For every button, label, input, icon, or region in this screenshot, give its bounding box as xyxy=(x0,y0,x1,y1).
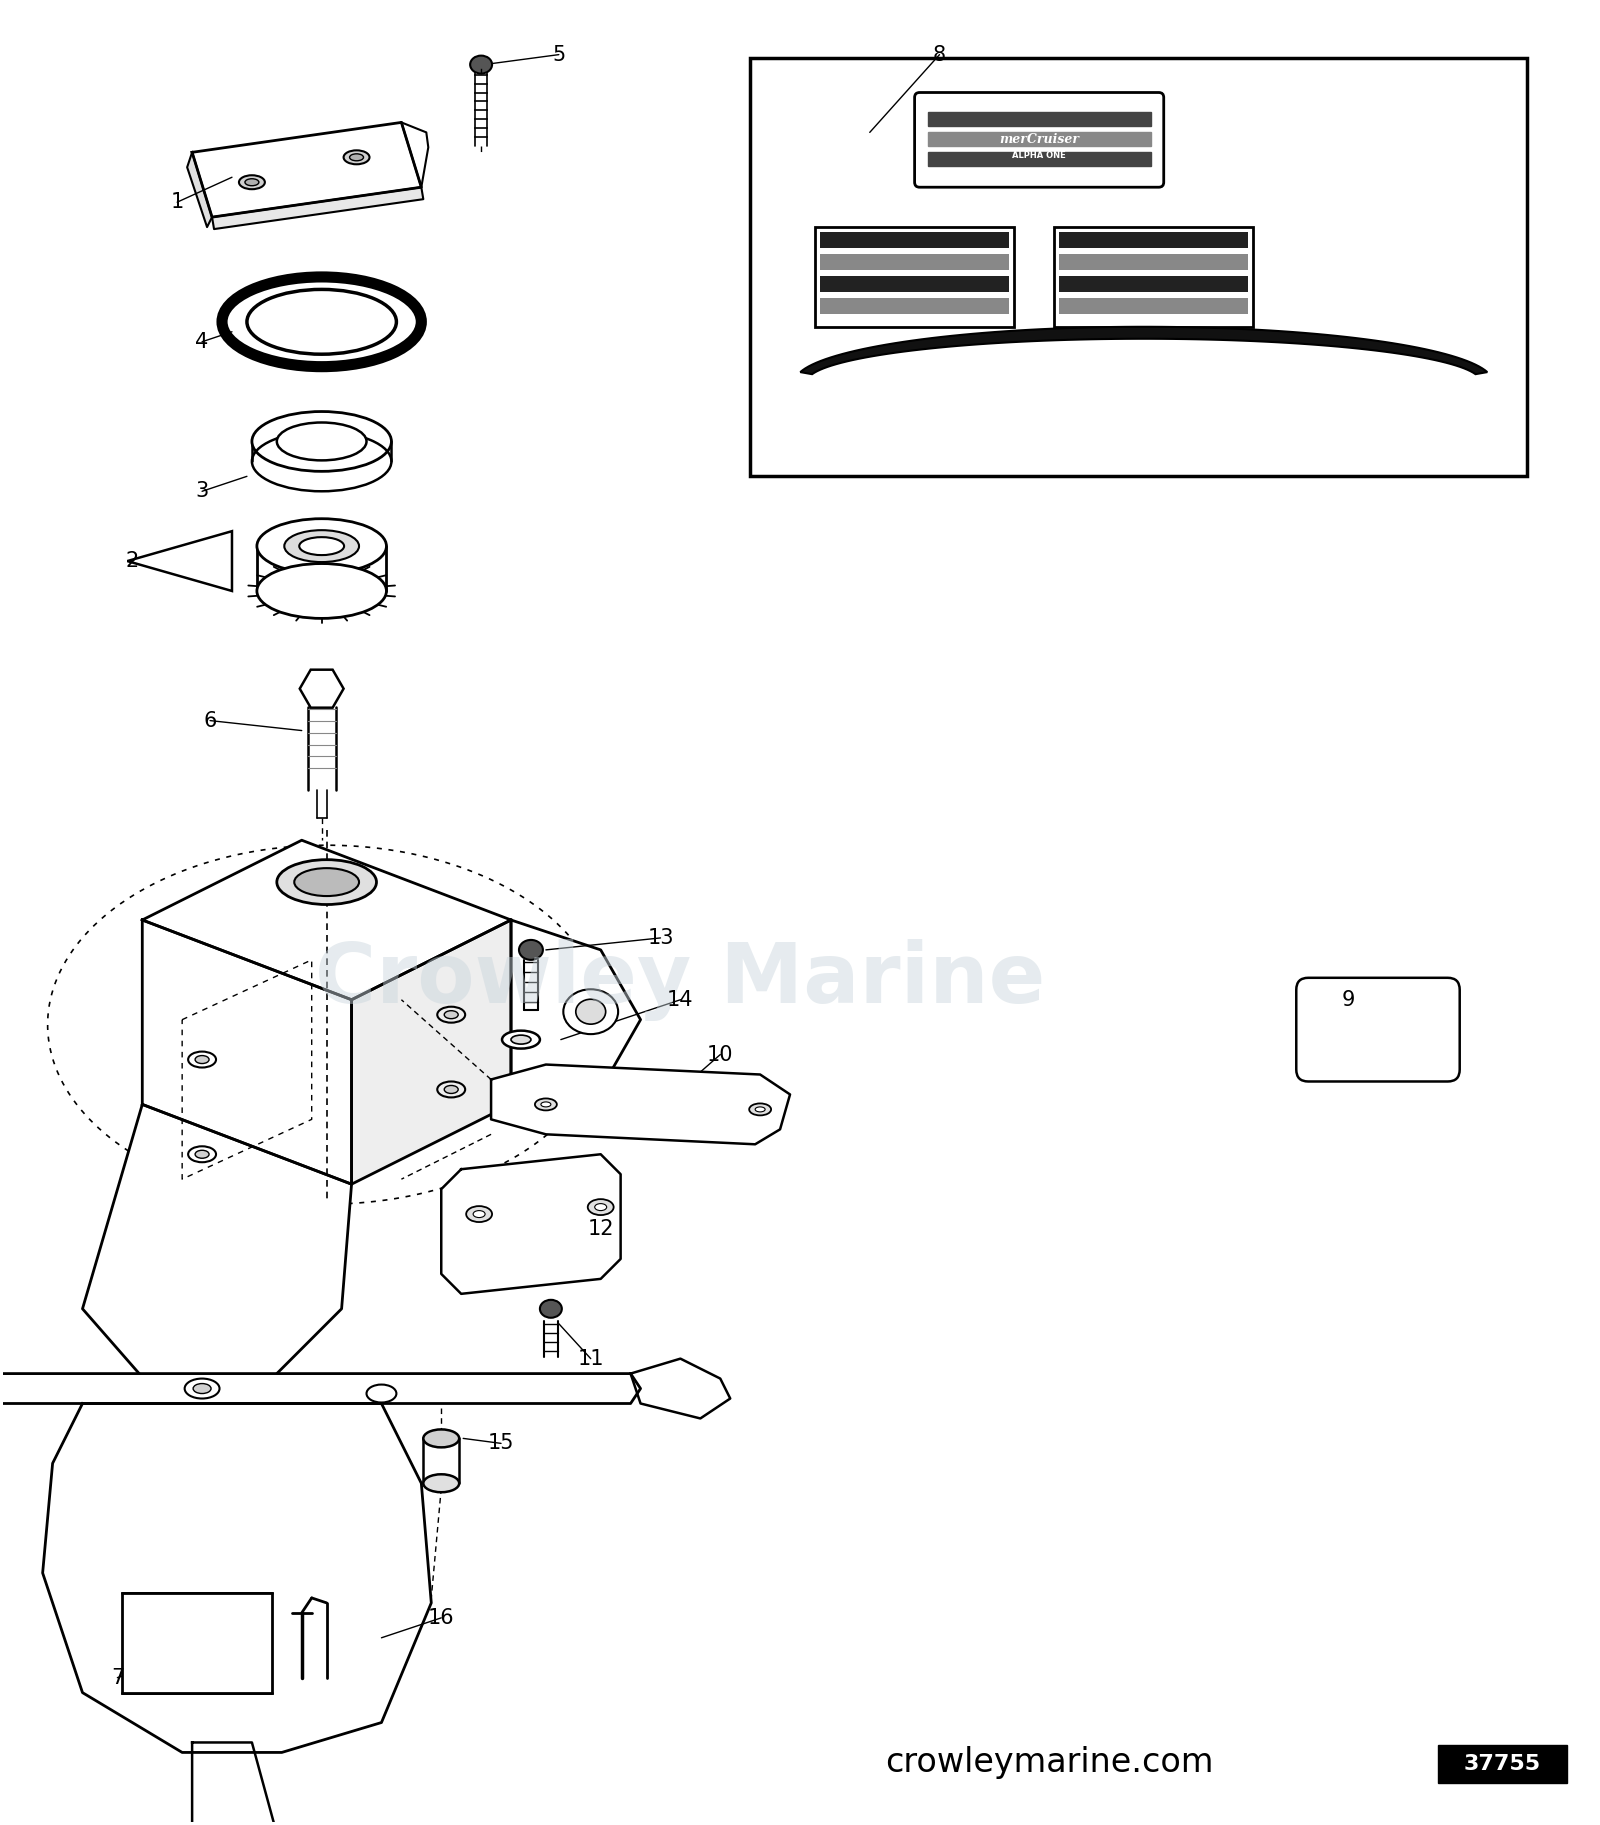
Polygon shape xyxy=(192,1743,282,1825)
Text: merCruiser: merCruiser xyxy=(1349,389,1446,403)
Ellipse shape xyxy=(424,1475,459,1493)
Ellipse shape xyxy=(238,175,266,190)
Polygon shape xyxy=(928,151,1150,166)
Text: 37755: 37755 xyxy=(1464,1754,1541,1774)
Ellipse shape xyxy=(245,179,259,186)
Polygon shape xyxy=(630,1358,730,1418)
Ellipse shape xyxy=(258,518,387,573)
Ellipse shape xyxy=(539,1299,562,1318)
Polygon shape xyxy=(128,531,232,591)
Text: 15: 15 xyxy=(488,1433,514,1453)
Polygon shape xyxy=(187,151,213,226)
Text: 9: 9 xyxy=(1341,989,1355,1009)
Ellipse shape xyxy=(424,1429,459,1447)
Text: 10: 10 xyxy=(707,1044,733,1064)
Ellipse shape xyxy=(518,940,542,960)
Ellipse shape xyxy=(195,1055,210,1064)
Bar xyxy=(814,226,1014,327)
Ellipse shape xyxy=(749,1104,771,1115)
Ellipse shape xyxy=(285,531,358,562)
Ellipse shape xyxy=(563,989,618,1035)
Polygon shape xyxy=(442,1153,621,1294)
Polygon shape xyxy=(192,122,421,217)
Ellipse shape xyxy=(437,1082,466,1097)
Polygon shape xyxy=(213,188,424,230)
Text: Alpha One: Alpha One xyxy=(1099,381,1189,398)
Bar xyxy=(1438,1745,1568,1783)
Text: 1: 1 xyxy=(171,192,184,212)
Ellipse shape xyxy=(445,1011,458,1018)
Polygon shape xyxy=(491,1064,790,1144)
Bar xyxy=(819,232,1010,248)
Bar xyxy=(1059,276,1248,292)
Polygon shape xyxy=(0,1374,640,1403)
Polygon shape xyxy=(402,122,429,188)
Ellipse shape xyxy=(184,1378,219,1398)
Ellipse shape xyxy=(344,150,370,164)
Ellipse shape xyxy=(445,1086,458,1093)
Ellipse shape xyxy=(587,1199,614,1215)
Polygon shape xyxy=(510,920,640,1104)
Bar xyxy=(819,276,1010,292)
Ellipse shape xyxy=(294,869,358,896)
Ellipse shape xyxy=(576,1000,606,1024)
Ellipse shape xyxy=(251,411,392,471)
Ellipse shape xyxy=(466,1206,493,1223)
Ellipse shape xyxy=(502,1031,539,1049)
Text: 12: 12 xyxy=(587,1219,614,1239)
Bar xyxy=(122,1593,272,1692)
Bar xyxy=(750,58,1528,476)
Ellipse shape xyxy=(195,1150,210,1159)
Polygon shape xyxy=(928,133,1150,146)
Text: 3: 3 xyxy=(195,482,208,502)
Ellipse shape xyxy=(541,1102,550,1108)
Text: 2: 2 xyxy=(126,551,139,571)
FancyBboxPatch shape xyxy=(915,93,1163,188)
Text: crowleymarine.com: crowleymarine.com xyxy=(885,1747,1213,1779)
Ellipse shape xyxy=(437,1007,466,1022)
Ellipse shape xyxy=(474,1210,485,1217)
Ellipse shape xyxy=(189,1146,216,1163)
Ellipse shape xyxy=(755,1108,765,1111)
Text: 13: 13 xyxy=(648,927,674,947)
Polygon shape xyxy=(142,920,352,1184)
Text: 11: 11 xyxy=(578,1349,603,1369)
Text: 6: 6 xyxy=(203,710,216,730)
Polygon shape xyxy=(928,113,1150,126)
Bar xyxy=(1059,254,1248,270)
Text: 14: 14 xyxy=(667,989,694,1009)
Text: 8: 8 xyxy=(933,44,946,64)
Ellipse shape xyxy=(470,55,493,73)
Bar xyxy=(1054,226,1253,327)
Ellipse shape xyxy=(189,1051,216,1068)
FancyBboxPatch shape xyxy=(1296,978,1459,1082)
Bar xyxy=(1059,232,1248,248)
Polygon shape xyxy=(352,920,510,1184)
Ellipse shape xyxy=(534,1099,557,1110)
Text: ALPHA ONE: ALPHA ONE xyxy=(1013,151,1066,161)
Text: Crowley Marine: Crowley Marine xyxy=(315,938,1045,1020)
Ellipse shape xyxy=(366,1385,397,1402)
Bar xyxy=(1059,297,1248,314)
Polygon shape xyxy=(83,1104,352,1389)
Polygon shape xyxy=(43,1403,432,1752)
Ellipse shape xyxy=(299,537,344,555)
Ellipse shape xyxy=(510,1035,531,1044)
Ellipse shape xyxy=(194,1383,211,1394)
Bar xyxy=(819,297,1010,314)
Text: merCruiser: merCruiser xyxy=(998,133,1078,146)
Text: 5: 5 xyxy=(552,44,565,64)
Ellipse shape xyxy=(258,564,387,619)
Text: 4: 4 xyxy=(195,332,208,352)
Ellipse shape xyxy=(277,860,376,905)
Polygon shape xyxy=(142,840,510,1000)
Text: 16: 16 xyxy=(427,1608,454,1628)
Text: 7: 7 xyxy=(110,1668,125,1688)
Polygon shape xyxy=(800,327,1488,374)
Bar xyxy=(819,254,1010,270)
Ellipse shape xyxy=(595,1204,606,1210)
Text: merCruiser: merCruiser xyxy=(830,389,928,403)
Ellipse shape xyxy=(277,423,366,460)
Ellipse shape xyxy=(349,153,363,161)
